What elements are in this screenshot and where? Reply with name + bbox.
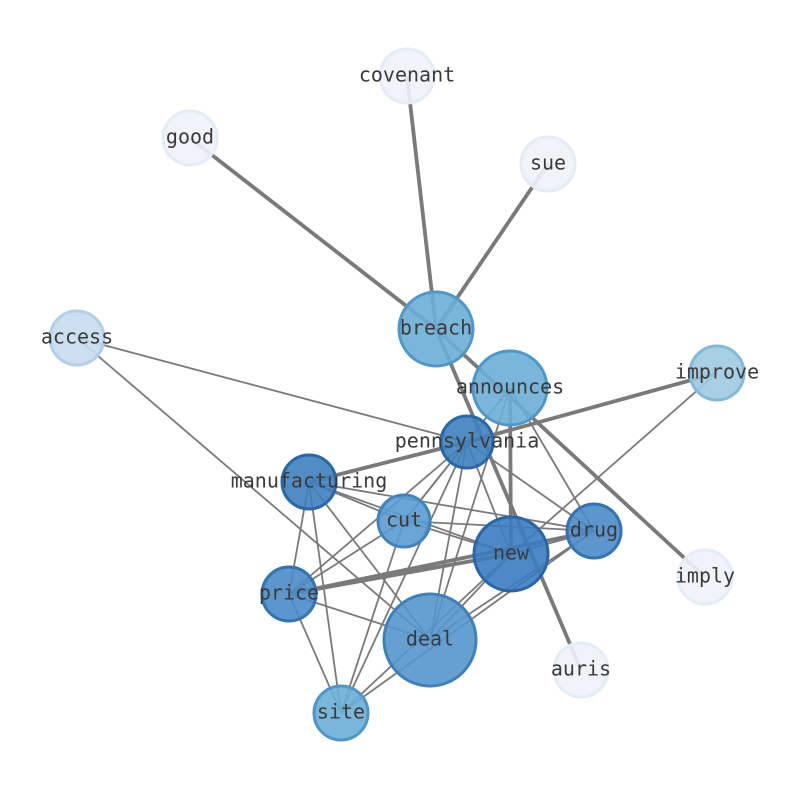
node [552, 641, 610, 699]
edge [434, 328, 583, 671]
node-label: cut [386, 508, 422, 532]
edge [308, 481, 595, 532]
node [382, 592, 478, 688]
labels: covenant good sue access breach announces impr… [41, 63, 759, 724]
node [676, 548, 734, 606]
node [376, 493, 432, 549]
node-label: announces [456, 375, 564, 399]
node [439, 414, 495, 470]
edge [308, 481, 342, 714]
node [280, 453, 338, 511]
node-label: deal [406, 627, 454, 651]
edge [188, 136, 438, 331]
node-label: improve [675, 360, 759, 384]
edge [405, 75, 438, 330]
node-label: manufacturing [231, 469, 388, 493]
edge [466, 371, 718, 444]
node [688, 344, 746, 402]
node [260, 565, 318, 623]
node-label: access [41, 325, 113, 349]
node-label: covenant [359, 63, 455, 87]
node [472, 515, 550, 593]
node [48, 309, 106, 367]
node-label: site [317, 700, 365, 724]
node-label: drug [570, 518, 618, 542]
edge [76, 337, 431, 641]
node [378, 47, 436, 105]
node-label: new [493, 541, 530, 565]
node-label: sue [530, 151, 566, 175]
node-label: price [259, 581, 319, 605]
node [565, 502, 623, 560]
node-label: auris [551, 657, 611, 681]
node-label: breach [400, 316, 472, 340]
edge [76, 337, 468, 443]
node [519, 135, 577, 193]
node [161, 109, 219, 167]
nodes [48, 47, 746, 742]
node-label: good [166, 125, 214, 149]
edge [340, 441, 468, 714]
edge [340, 520, 405, 714]
node [312, 684, 370, 742]
edge [510, 372, 718, 555]
node-label: pennsylvania [395, 429, 540, 453]
node [397, 290, 475, 368]
node [471, 349, 549, 427]
node-label: imply [675, 564, 735, 588]
